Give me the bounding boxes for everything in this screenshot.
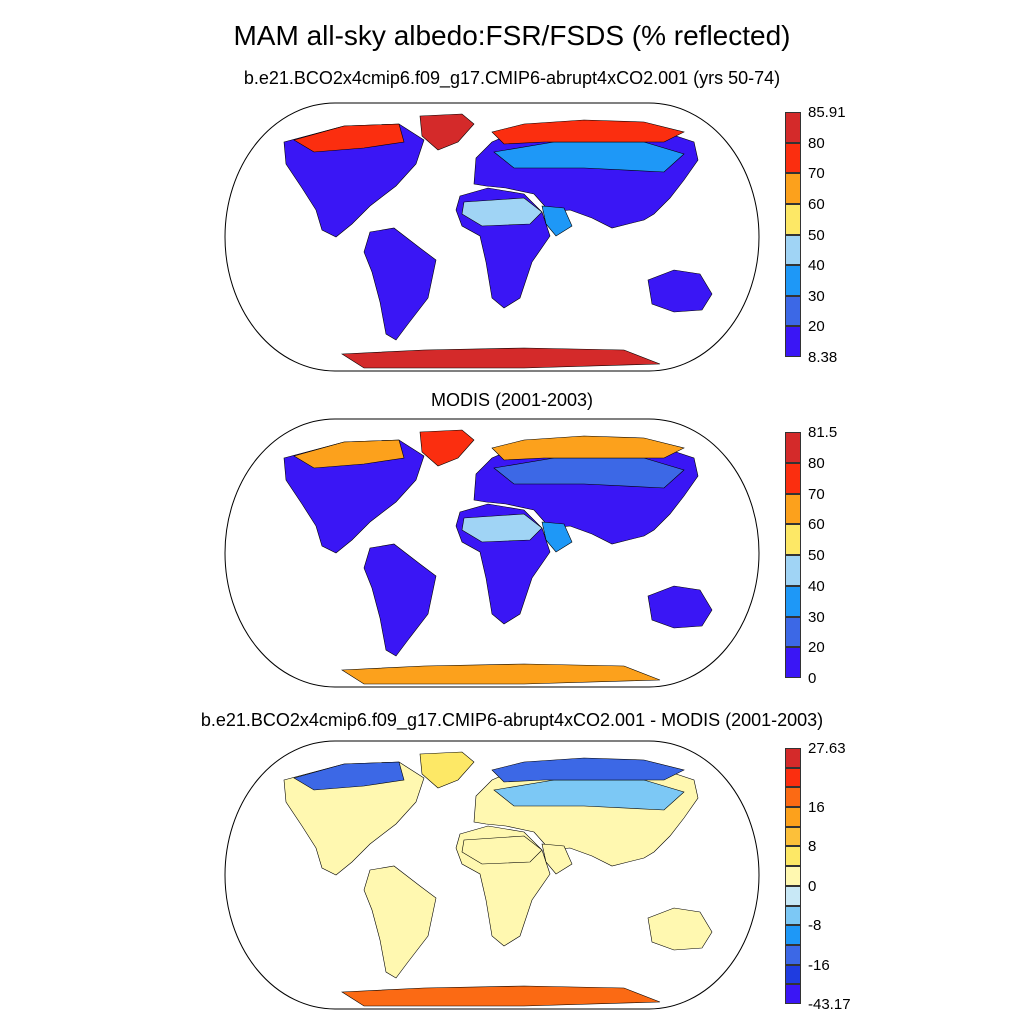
colorbar-segment (785, 866, 801, 886)
colorbar-segment (785, 585, 801, 617)
colorbar-tick-label: 81.5 (808, 424, 838, 441)
greenland (419, 751, 475, 789)
greenland (419, 429, 475, 467)
colorbar-segment (785, 616, 801, 648)
colorbar-tick-label: 20 (808, 318, 825, 336)
colorbar-segment (785, 265, 801, 296)
map-model (224, 102, 760, 372)
map-obs (224, 418, 760, 688)
greenland (419, 113, 475, 151)
colorbar-tick-label: 50 (808, 226, 825, 244)
map-border (224, 418, 760, 688)
australia (647, 269, 713, 313)
colorbar-segment (785, 826, 801, 847)
colorbar-tick-label: -8 (808, 917, 822, 935)
colorbar-segment (785, 964, 801, 985)
colorbar-segment (785, 846, 801, 867)
colorbar-segment (785, 203, 801, 235)
colorbar-segment (785, 295, 801, 327)
colorbar-tick-label: 8 (808, 838, 817, 856)
colorbar-tick-label: 0 (808, 670, 817, 687)
north-america-arctic (293, 123, 405, 153)
colorbar-tick-label: 40 (808, 577, 825, 595)
colorbar-segment (785, 555, 801, 586)
colorbar-tick-label: 40 (808, 257, 825, 275)
colorbar-segment (785, 647, 801, 678)
antarctica (341, 347, 661, 369)
panel-title-model: b.e21.BCO2x4cmip6.f09_g17.CMIP6-abrupt4x… (243, 68, 781, 88)
map-border (224, 102, 760, 372)
colorbar-segment (785, 984, 801, 1004)
colorbar-segment (785, 767, 801, 788)
arctic-coast (491, 119, 685, 145)
south-america (363, 865, 437, 979)
colorbar-segment (785, 807, 801, 827)
colorbar-obs (785, 432, 801, 678)
north-america-arctic (293, 761, 405, 791)
colorbar-segment (785, 234, 801, 266)
main-title: MAM all-sky albedo:FSR/FSDS (% reflected… (233, 20, 791, 51)
sahara-region (461, 513, 543, 543)
colorbar-segment (785, 748, 801, 768)
colorbar-tick-label: 27.63 (808, 740, 846, 757)
colorbar-tick-label: -16 (808, 956, 830, 974)
colorbar-segment (785, 944, 801, 965)
north-america (283, 439, 425, 554)
colorbar-tick-label: 30 (808, 608, 825, 626)
colorbar-segment (785, 925, 801, 945)
panel-title-diff: b.e21.BCO2x4cmip6.f09_g17.CMIP6-abrupt4x… (200, 710, 824, 730)
colorbar-segment (785, 524, 801, 555)
colorbar-segment (785, 787, 801, 808)
north-america (283, 123, 425, 238)
colorbar-tick-label: 30 (808, 287, 825, 305)
map-border (224, 740, 760, 1010)
south-america (363, 227, 437, 341)
arabia-region (541, 521, 573, 553)
north-america (283, 761, 425, 876)
colorbar-diff (785, 748, 801, 1004)
colorbar-tick-label: 0 (808, 877, 817, 895)
colorbar-tick-label: 85.91 (808, 104, 846, 121)
colorbar-tick-label: 70 (808, 165, 825, 183)
arctic-coast (491, 435, 685, 461)
map-diff (224, 740, 760, 1010)
arabia-region (541, 205, 573, 237)
colorbar-tick-label: 16 (808, 799, 825, 817)
colorbar-segment (785, 112, 801, 143)
sahara-region (461, 835, 543, 865)
arctic-coast (491, 757, 685, 783)
sahara-region (461, 197, 543, 227)
colorbar-segment (785, 493, 801, 525)
australia (647, 907, 713, 951)
south-america (363, 543, 437, 657)
colorbar-segment (785, 905, 801, 926)
antarctica (341, 663, 661, 685)
north-america-arctic (293, 439, 405, 469)
colorbar-tick-label: 50 (808, 547, 825, 564)
colorbar-segment (785, 173, 801, 204)
colorbar-tick-label: 20 (808, 639, 825, 657)
antarctica (341, 985, 661, 1007)
colorbar-segment (785, 432, 801, 463)
colorbar-segment (785, 326, 801, 357)
colorbar-tick-label: 80 (808, 134, 825, 152)
colorbar-tick-label: 70 (808, 485, 825, 503)
colorbar-tick-label: 80 (808, 454, 825, 472)
colorbar-tick-label: 60 (808, 195, 825, 213)
arabia-region (541, 843, 573, 875)
australia (647, 585, 713, 629)
colorbar-segment (785, 462, 801, 494)
panel-title-obs: MODIS (2001-2003) (430, 390, 594, 410)
colorbar-segment (785, 885, 801, 906)
colorbar-tick-label: -43.17 (808, 996, 851, 1013)
colorbar-tick-label: 60 (808, 516, 825, 534)
colorbar-model (785, 112, 801, 357)
colorbar-segment (785, 142, 801, 174)
colorbar-tick-label: 8.38 (808, 349, 838, 366)
